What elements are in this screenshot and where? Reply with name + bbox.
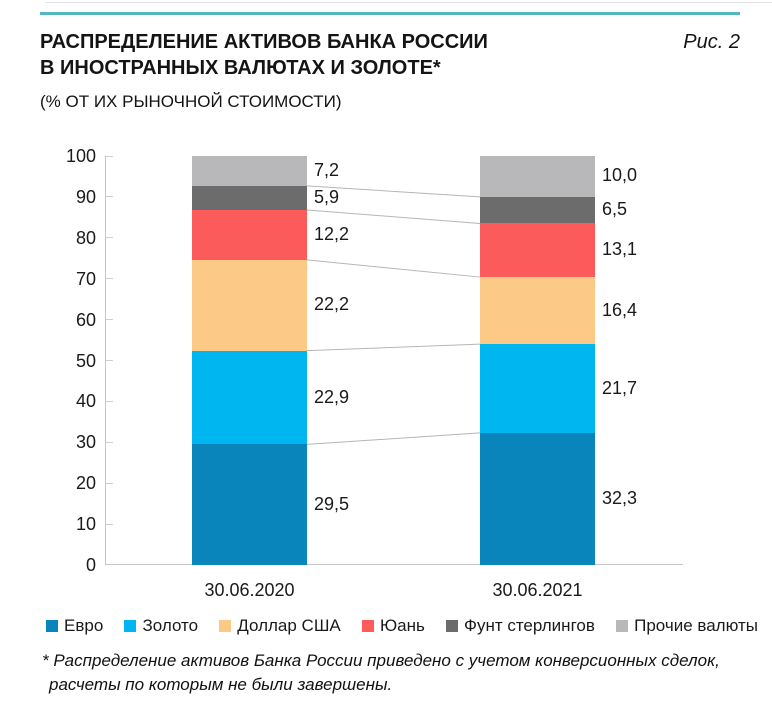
bar-segment-Доллар США: [192, 259, 307, 351]
y-tick-label: 90: [75, 186, 96, 207]
legend-swatch-icon: [616, 620, 629, 632]
legend-item-Золото: Золото: [124, 616, 198, 636]
bar-segment-Золото: [480, 344, 595, 433]
legend-label: Евро: [64, 616, 104, 635]
legend-item-Фунт стерлингов: Фунт стерлингов: [446, 616, 595, 636]
y-tick-label: 50: [75, 350, 96, 371]
legend-swatch-icon: [219, 620, 232, 632]
bar-segment-Доллар США: [480, 277, 595, 345]
bar-segment-Юань: [480, 223, 595, 278]
bar-segment-Фунт стерлингов: [480, 196, 595, 224]
value-label: 10,0: [602, 165, 638, 186]
y-tick: [106, 196, 113, 198]
y-tick-label: 40: [75, 391, 96, 412]
y-tick-label: 70: [75, 268, 96, 289]
bar-segment-Евро: [480, 432, 595, 565]
y-tick: [106, 237, 113, 239]
legend-swatch-icon: [446, 620, 459, 632]
value-label: 13,1: [602, 239, 638, 260]
y-tick-label: 20: [75, 473, 96, 494]
figure-title-line2: В ИНОСТРАННЫХ ВАЛЮТАХ И ЗОЛОТЕ*: [40, 57, 441, 79]
value-label: 7,2: [314, 160, 340, 181]
value-label: 16,4: [602, 299, 638, 320]
footnote-line2: расчеты по которым не были завершены.: [49, 675, 393, 694]
legend-item-Доллар США: Доллар США: [219, 616, 341, 636]
y-tick-label: 30: [75, 432, 96, 453]
value-label: 12,2: [314, 223, 350, 244]
bar-segment-Золото: [192, 350, 307, 445]
y-tick-label: 80: [75, 227, 96, 248]
top-hairline: [45, 2, 772, 3]
footnote: * Распределение активов Банка России при…: [42, 649, 758, 697]
legend-swatch-icon: [46, 620, 58, 632]
y-tick: [106, 400, 113, 402]
y-tick: [106, 319, 113, 321]
footnote-line1: * Распределение активов Банка России при…: [42, 651, 720, 670]
y-tick-label: 100: [65, 146, 96, 166]
value-label: 21,7: [602, 377, 638, 398]
value-label: 22,9: [314, 386, 350, 407]
y-tick-label: 0: [85, 555, 96, 575]
y-tick-label: 10: [75, 514, 96, 535]
bar-segment-Евро: [192, 444, 307, 565]
value-label: 5,9: [314, 186, 340, 207]
value-label: 22,2: [314, 294, 350, 315]
y-tick: [106, 360, 113, 361]
value-label: 29,5: [314, 493, 350, 514]
accent-rule: [40, 12, 740, 15]
y-tick: [106, 278, 113, 280]
y-tick: [106, 155, 113, 157]
y-tick: [106, 482, 113, 484]
legend-item-Юань: Юань: [361, 616, 425, 636]
value-label: 32,3: [602, 487, 638, 508]
figure-title-line1: РАСПРЕДЕЛЕНИЕ АКТИВОВ БАНКА РОССИИ: [40, 31, 488, 53]
y-tick: [106, 523, 113, 525]
legend-swatch-icon: [361, 620, 374, 632]
y-tick-label: 60: [75, 309, 96, 330]
legend-label: Прочие валюты: [634, 616, 758, 635]
x-axis-category-label: 30.06.2021: [492, 580, 583, 600]
bar-segment-Прочие валюты: [480, 156, 595, 197]
figure-number-label: Рис. 2: [683, 31, 740, 53]
legend-label: Юань: [379, 616, 425, 635]
y-axis-line: [105, 156, 106, 565]
bar-segment-Фунт стерлингов: [192, 185, 307, 210]
bar-segment-Юань: [192, 209, 307, 260]
legend-label: Доллар США: [237, 616, 341, 635]
bar-segment-Прочие валюты: [192, 156, 307, 186]
x-axis-category-label: 30.06.2020: [204, 580, 295, 600]
y-tick: [106, 441, 113, 443]
x-axis-line: [105, 564, 683, 565]
chart-legend: Евро Золото Доллар США Юань Фунт стерлингов П…: [46, 616, 758, 636]
legend-item-Прочие валюты: Прочие валюты: [616, 616, 758, 636]
value-label: 6,5: [602, 199, 628, 220]
figure-title: РАСПРЕДЕЛЕНИЕ АКТИВОВ БАНКА РОССИИ В ИНО…: [40, 29, 620, 81]
legend-label: Фунт стерлингов: [464, 616, 595, 635]
legend-item-Евро: Евро: [46, 616, 103, 636]
figure-subtitle: (% ОТ ИХ РЫНОЧНОЙ СТОИМОСТИ): [40, 92, 342, 111]
legend-label: Золото: [142, 616, 199, 635]
legend-swatch-icon: [124, 620, 137, 632]
